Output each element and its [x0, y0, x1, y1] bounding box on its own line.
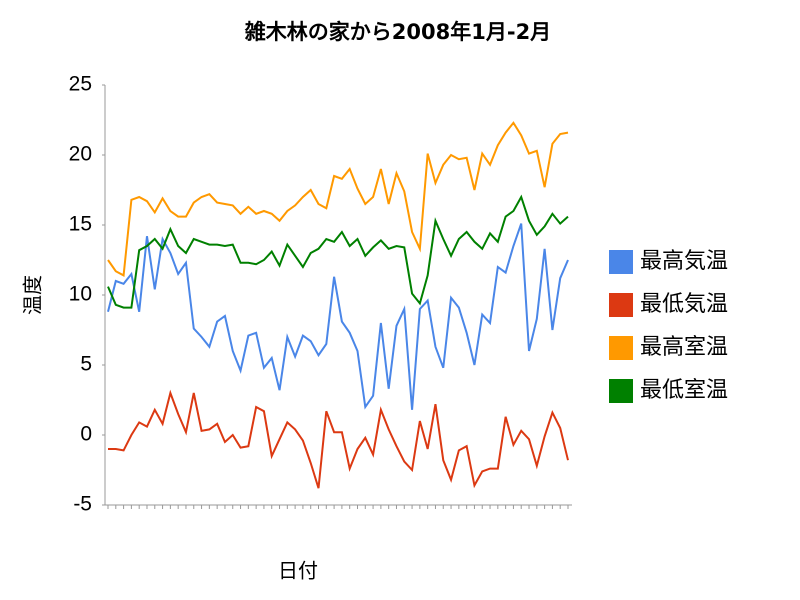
y-tick-label: -5 — [73, 493, 92, 516]
series-line — [107, 121, 569, 277]
chart-title: 雑木林の家から2008年1月-2月 — [244, 20, 551, 44]
y-axis-label: 温度 — [21, 275, 45, 315]
legend-swatch — [609, 379, 633, 403]
y-tick-label: 25 — [69, 73, 92, 96]
legend-label: 最高気温 — [640, 249, 728, 274]
y-tick-label: 5 — [80, 353, 92, 376]
legend-label: 最高室温 — [640, 335, 728, 360]
y-tick-label: 10 — [69, 283, 92, 306]
legend-swatch — [609, 250, 633, 274]
legend-label: 最低気温 — [640, 292, 728, 317]
y-tick-label: 20 — [69, 143, 92, 166]
legend-swatch — [609, 336, 633, 360]
series-line — [107, 194, 569, 309]
x-axis-label: 日付 — [278, 559, 318, 583]
series-line — [107, 223, 569, 410]
series-line — [108, 389, 569, 489]
legend-label: 最低室温 — [640, 378, 728, 403]
y-tick-label: 15 — [69, 213, 92, 236]
y-tick-label: 0 — [80, 423, 92, 446]
legend-swatch — [609, 293, 633, 317]
